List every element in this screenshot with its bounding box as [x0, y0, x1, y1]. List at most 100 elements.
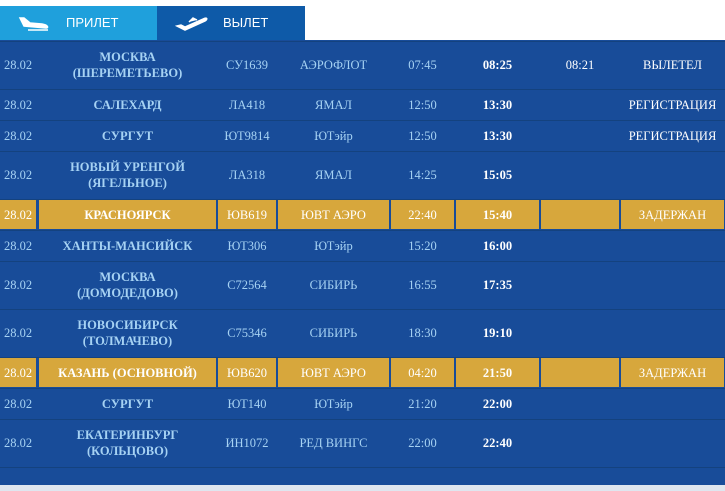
highlight-cell: [39, 358, 216, 387]
airline-cell: ЮТэйр: [314, 238, 353, 253]
city-cell: КРАСНОЯРСК: [38, 199, 217, 230]
airline-cell: РЕД ВИНГС: [299, 436, 368, 450]
arrival-icon: [18, 17, 49, 31]
flight-cell: ЮТ140: [227, 396, 267, 411]
city-line: МОСКВА: [99, 50, 156, 64]
flight-cell: С72564: [227, 278, 267, 292]
airline-cell: ЯМАЛ: [315, 168, 352, 182]
highlight-cell: [0, 200, 36, 229]
estimated-time-cell: 08:25: [482, 58, 513, 72]
city-cell: МОСКВА (ШЕРЕМЕТЬЕВО): [38, 41, 217, 89]
departure-board: (ПЛАТОВ) 28.02 МОСКВА (ШЕРЕМЕТЬЕВО) СУ1639 АЭ…: [0, 40, 725, 485]
airline-cell: ЮВТ АЭРО: [301, 207, 366, 222]
highlight-cell: [541, 200, 619, 229]
airline-cell: АЭРОФЛОТ: [299, 58, 368, 72]
tab-label: ВЫЛЕТ: [223, 15, 269, 30]
scheduled-time-cell: 18:30: [408, 326, 437, 340]
estimated-time-cell: 13:30: [482, 97, 513, 112]
city-line: (ШЕРЕМЕТЬЕВО): [72, 66, 183, 80]
highlight-cell: [456, 200, 539, 229]
city-line: НОВЫЙ УРЕНГОЙ: [70, 160, 185, 174]
status-cell: РЕГИСТРАЦИЯ: [628, 97, 717, 112]
date-cell: 28.02: [4, 436, 33, 450]
date-cell: 28.02: [4, 365, 33, 380]
date-cell: 28.02: [4, 128, 33, 143]
date-cell: 28.02: [4, 207, 33, 222]
flight-row: 28.02 МОСКВА (ШЕРЕМЕТЬЕВО) СУ1639 АЭРОФЛОТ 07…: [0, 41, 725, 90]
highlight-cell: [0, 358, 36, 387]
flight-cell: С75346: [227, 326, 267, 340]
city-cell: ХАНТЫ-МАНСИЙСК: [38, 230, 217, 261]
city-line: СУРГУТ: [101, 396, 154, 411]
tab-bar: ПРИЛЕТ ВЫЛЕТ: [0, 0, 725, 40]
estimated-time-cell: 15:05: [482, 168, 513, 182]
highlight-cell: [278, 358, 389, 387]
status-cell: ВЫЛЕТЕЛ: [643, 58, 702, 72]
status-cell: РЕГИСТРАЦИЯ: [628, 128, 717, 143]
date-cell: 28.02: [4, 238, 33, 253]
flight-row: 28.02 СУРГУТ ЮТ9814 ЮТэйр 12:50 13:30 РЕГИСТРА…: [0, 120, 725, 152]
scheduled-time-cell: 12:50: [408, 97, 437, 112]
flight-row: 28.02 НОВОСИБИРСК (ТОЛМАЧЕВО) С75346 СИБИРЬ 1…: [0, 309, 725, 358]
tab-label: ПРИЛЕТ: [66, 15, 119, 30]
highlight-cell: [541, 358, 619, 387]
city-line: НОВОСИБИРСК: [77, 318, 178, 332]
scheduled-time-cell: 22:40: [408, 207, 437, 222]
city-cell: САЛЕХАРД: [38, 89, 217, 120]
airline-cell: ЮВТ АЭРО: [301, 365, 366, 380]
flight-cell: СУ1639: [225, 58, 269, 72]
flight-cell: ЮВ620: [227, 365, 267, 380]
estimated-time-cell: 22:40: [482, 436, 513, 450]
flight-row: 28.02 САЛЕХАРД ЛА418 ЯМАЛ 12:50 13:30 РЕГИСТРА…: [0, 89, 725, 121]
status-cell: ЗАДЕРЖАН: [638, 365, 707, 380]
highlight-cell: [218, 200, 276, 229]
highlight-cell: [391, 200, 454, 229]
highlight-cell: [456, 358, 539, 387]
city-cell: ЕКАТЕРИНБУРГ (КОЛЬЦОВО): [38, 419, 217, 467]
status-cell: ЗАДЕРЖАН: [638, 207, 707, 222]
flight-cell: ЛА318: [228, 168, 266, 182]
estimated-time-cell: 22:00: [482, 396, 513, 411]
date-cell: 28.02: [4, 97, 33, 112]
flight-row: 28.02 МОСКВА (ДОМОДЕДОВО) С72564 СИБИРЬ 16:55…: [0, 261, 725, 310]
highlight-cell: [621, 358, 724, 387]
city-line: МОСКВА: [99, 270, 156, 284]
highlight-cell: [391, 358, 454, 387]
scheduled-time-cell: 16:55: [408, 278, 437, 292]
scheduled-time-cell: 15:20: [408, 238, 437, 253]
date-cell: 28.02: [4, 278, 33, 292]
airline-cell: ЮТэйр: [314, 128, 353, 143]
city-line: САЛЕХАРД: [93, 97, 162, 112]
airline-cell: СИБИРЬ: [309, 326, 358, 340]
estimated-time-cell: 15:40: [482, 207, 513, 222]
city-cell: СУРГУТ: [38, 120, 217, 151]
flight-row: 28.02 ЕКАТЕРИНБУРГ (КОЛЬЦОВО) ИН1072 РЕД ВИН…: [0, 419, 725, 468]
city-cell: МОСКВА (ДОМОДЕДОВО): [38, 261, 217, 309]
city-line: СУРГУТ: [101, 128, 154, 143]
city-line: КРАСНОЯРСК: [84, 207, 171, 222]
flight-row: 28.02 НОВЫЙ УРЕНГОЙ (ЯГЕЛЬНОЕ) ЛА318 ЯМАЛ 14:…: [0, 151, 725, 200]
flight-cell: ЛА418: [228, 97, 266, 112]
city-line: ЕКАТЕРИНБУРГ: [76, 428, 179, 442]
date-cell: 28.02: [4, 168, 33, 182]
scheduled-time-cell: 12:50: [408, 128, 437, 143]
date-cell: 28.02: [4, 58, 33, 72]
city-line: ХАНТЫ-МАНСИЙСК: [62, 238, 193, 253]
departures-tab[interactable]: ВЫЛЕТ: [157, 6, 305, 40]
city-line: (ТОЛМАЧЕВО): [82, 334, 173, 348]
flight-cell: ЮТ306: [227, 238, 267, 253]
airline-cell: СИБИРЬ: [309, 278, 358, 292]
flight-cell: ЮВ619: [227, 207, 267, 222]
departure-icon: [175, 17, 208, 31]
flight-row: 28.02 КРАСНОЯРСК ЮВ619 ЮВТ АЭРО 22:40 15:40 ЗА…: [0, 199, 725, 231]
scheduled-time-cell: 21:20: [408, 396, 437, 411]
estimated-time-cell: 13:30: [482, 128, 513, 143]
city-line: (ЯГЕЛЬНОЕ): [88, 176, 167, 190]
date-cell: 28.02: [4, 326, 33, 340]
board-footer: [0, 485, 725, 491]
scheduled-time-cell: 04:20: [408, 365, 437, 380]
flight-cell: ЮТ9814: [224, 128, 270, 143]
highlight-cell: [218, 358, 276, 387]
arrivals-tab[interactable]: ПРИЛЕТ: [0, 6, 157, 40]
scheduled-time-cell: 14:25: [408, 168, 437, 182]
